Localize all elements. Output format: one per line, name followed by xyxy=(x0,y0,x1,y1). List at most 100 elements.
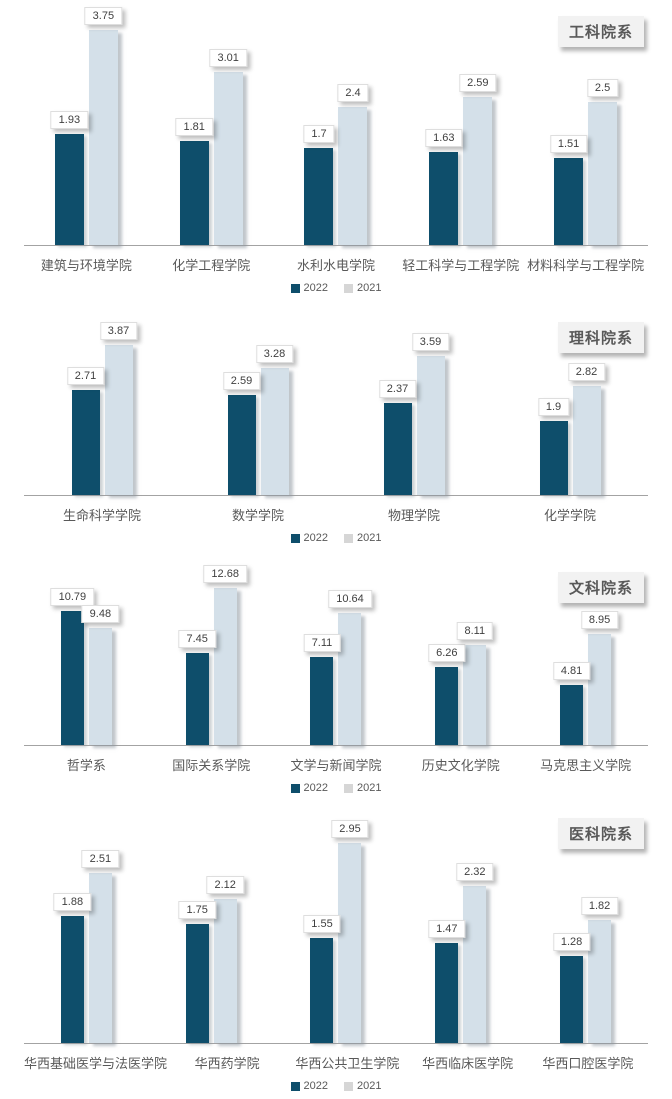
category-label: 华西基础医学与法医学院 xyxy=(24,1056,168,1071)
bar-group: 10.79 9.48 xyxy=(24,550,149,745)
bar-2021: 3.01 xyxy=(209,49,247,245)
category-label: 材料科学与工程学院 xyxy=(527,258,645,273)
category-cell: 化学学院 xyxy=(492,505,648,524)
value-label: 1.81 xyxy=(175,118,213,136)
legend-swatch-2021 xyxy=(344,1081,353,1091)
bar-wrap-2022: 1.55 xyxy=(303,915,341,1043)
category-label: 历史文化学院 xyxy=(421,758,500,773)
value-label: 1.28 xyxy=(552,933,591,951)
value-label: 3.28 xyxy=(255,345,294,363)
bar-2021: 12.68 xyxy=(203,565,247,745)
bar-group: 1.93 3.75 xyxy=(24,0,149,245)
value-label: 2.12 xyxy=(206,876,244,894)
bar-pair: 1.55 2.95 xyxy=(303,820,369,1043)
bar-wrap-2022: 1.7 xyxy=(303,125,335,245)
legend-item-2021: 2021 xyxy=(344,282,381,294)
bar-2021: 3.28 xyxy=(255,345,294,495)
category-label: 生命科学学院 xyxy=(62,508,141,523)
bar-pair: 2.37 3.59 xyxy=(378,333,450,495)
bar-2022: 2.71 xyxy=(66,367,105,495)
bar-wrap-2021: 3.87 xyxy=(99,322,138,495)
bar-group: 1.75 2.12 xyxy=(149,800,274,1043)
legend-item-2021: 2021 xyxy=(344,532,381,544)
legend-item-2022: 2022 xyxy=(290,282,328,294)
bar-wrap-2022: 7.45 xyxy=(178,630,216,745)
bar-wrap-2021: 10.64 xyxy=(328,590,372,745)
bar-group: 1.51 2.5 xyxy=(523,0,648,245)
bar-group: 6.26 8.11 xyxy=(398,550,523,745)
category-cell: 华西口腔医学院 xyxy=(528,1053,648,1072)
legend-swatch-2021 xyxy=(344,533,353,543)
chart-section-1: 工科院系 1.93 3.75 1.81 3.01 1.7 2.4 1.63 2.59 1.51 2.… xyxy=(0,0,672,300)
category-cell: 文学与新闻学院 xyxy=(274,755,399,774)
category-cell: 生命科学学院 xyxy=(24,505,180,524)
bar-pair: 2.71 3.87 xyxy=(66,322,138,495)
bar-group: 1.63 2.59 xyxy=(398,0,523,245)
plot-area: 1.88 2.51 1.75 2.12 1.55 2.95 1.47 2.32 1.28 1.82 xyxy=(24,800,648,1043)
bar-2021: 3.75 xyxy=(84,7,123,245)
category-cell: 马克思主义学院 xyxy=(523,755,648,774)
category-label: 化学工程学院 xyxy=(172,258,251,273)
category-label: 国际关系学院 xyxy=(172,758,251,773)
bar-2021: 3.87 xyxy=(99,322,138,495)
bar-wrap-2021: 12.68 xyxy=(203,565,247,745)
bar-2022: 1.81 xyxy=(175,118,213,245)
bar-2022: 1.47 xyxy=(428,920,466,1043)
bar-wrap-2021: 2.95 xyxy=(331,820,369,1043)
bar-wrap-2022: 2.59 xyxy=(222,372,261,495)
category-label: 轻工科学与工程学院 xyxy=(402,258,520,273)
bar-2022: 1.75 xyxy=(178,901,216,1043)
bar-2021: 2.82 xyxy=(567,363,606,495)
legend-label: 2022 xyxy=(303,282,328,294)
bar-group: 2.71 3.87 xyxy=(24,300,180,495)
bar-2022: 1.51 xyxy=(549,135,588,245)
bar-2022: 7.45 xyxy=(178,630,216,745)
bar-wrap-2022: 10.79 xyxy=(50,588,95,745)
legend: 2022 2021 xyxy=(0,282,672,294)
bar-wrap-2022: 1.81 xyxy=(175,118,213,245)
value-label: 1.75 xyxy=(178,901,216,919)
bar-wrap-2021: 2.51 xyxy=(81,850,120,1043)
bar-2022: 1.9 xyxy=(537,398,570,495)
bar-wrap-2021: 9.48 xyxy=(81,605,120,745)
category-cell: 建筑与环境学院 xyxy=(24,255,149,274)
category-cell: 华西基础医学与法医学院 xyxy=(24,1053,167,1072)
bar-wrap-2022: 1.51 xyxy=(549,135,588,245)
legend-item-2022: 2022 xyxy=(290,782,328,794)
chart-title-badge: 理科院系 xyxy=(557,322,644,353)
bar-2021: 2.59 xyxy=(459,74,497,245)
bar-wrap-2021: 3.75 xyxy=(84,7,123,245)
bar-wrap-2021: 2.32 xyxy=(456,863,494,1043)
bar-2021: 3.59 xyxy=(411,333,450,495)
plot-area: 10.79 9.48 7.45 12.68 7.11 10.64 6.26 8.11 4.81 8… xyxy=(24,550,648,745)
bar-2022: 2.37 xyxy=(378,380,417,495)
bar-group: 1.81 3.01 xyxy=(149,0,274,245)
bar-group: 1.55 2.95 xyxy=(274,800,399,1043)
category-label: 华西药学院 xyxy=(194,1056,260,1071)
bar-2022: 6.26 xyxy=(428,644,466,745)
category-labels-row: 建筑与环境学院 化学工程学院 水利水电学院 轻工科学与工程学院 材料科学与工程学院 xyxy=(24,245,648,274)
bar-2021: 2.95 xyxy=(331,820,369,1043)
bar-pair: 10.79 9.48 xyxy=(50,588,120,745)
value-label: 2.82 xyxy=(567,363,606,381)
bar-2021: 2.4 xyxy=(337,84,369,245)
category-label: 华西公共卫生学院 xyxy=(295,1056,400,1071)
bar-pair: 1.9 2.82 xyxy=(537,363,606,495)
legend-label: 2021 xyxy=(357,532,382,544)
value-label: 1.51 xyxy=(549,135,588,153)
bar-2022: 1.7 xyxy=(303,125,335,245)
bar-2021: 2.12 xyxy=(206,876,244,1043)
value-label: 2.37 xyxy=(378,380,417,398)
bar-pair: 1.7 2.4 xyxy=(303,84,369,245)
legend-item-2022: 2022 xyxy=(290,1080,328,1092)
bar-2022: 4.81 xyxy=(552,662,591,745)
bar-wrap-2022: 4.81 xyxy=(552,662,591,745)
chart-title-badge: 医科院系 xyxy=(557,818,644,849)
bar-wrap-2022: 7.11 xyxy=(303,634,341,745)
bar-pair: 2.59 3.28 xyxy=(222,345,294,495)
chart-section-4: 医科院系 1.88 2.51 1.75 2.12 1.55 2.95 1.47 2.32 1.28… xyxy=(0,800,672,1099)
bar-wrap-2021: 3.01 xyxy=(209,49,247,245)
bar-2022: 1.93 xyxy=(50,111,89,245)
bar-wrap-2021: 2.4 xyxy=(337,84,369,245)
